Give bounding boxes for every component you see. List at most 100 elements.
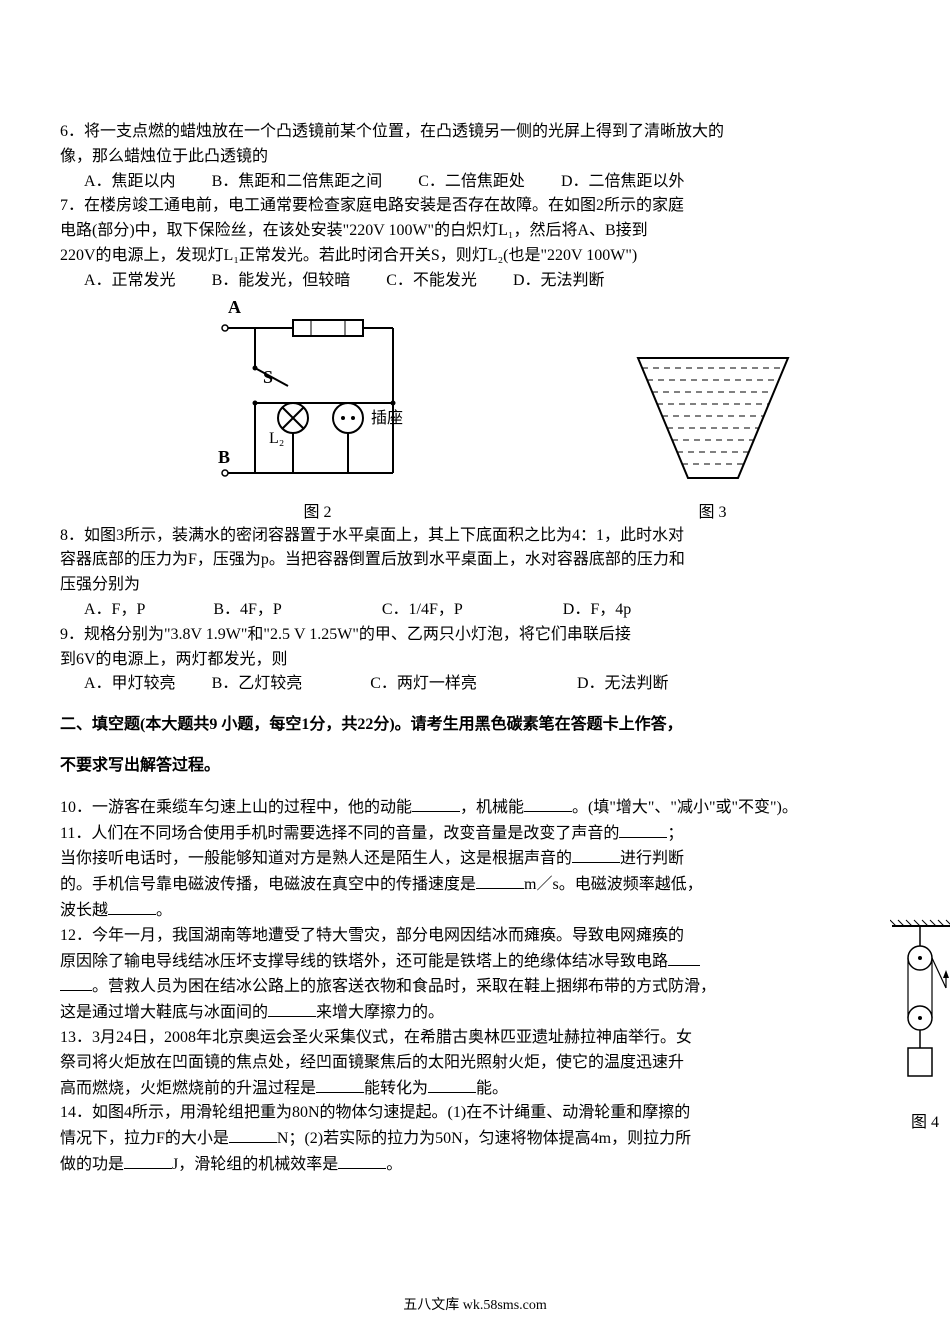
svg-text:S: S — [263, 367, 273, 387]
q6-option-b: B．焦距和二倍焦距之间 — [212, 170, 383, 195]
page: 6．将一支点燃的蜡烛放在一个凸透镜前某个位置，在凸透镜另一侧的光屏上得到了清晰放… — [0, 0, 950, 1344]
q9-option-b: B．乙灯较亮 — [212, 672, 303, 697]
q11-line3: 的。手机信号靠电磁波传播，电磁波在真空中的传播速度是 m／s。电磁波频率越低， — [60, 872, 890, 898]
q14-blank2 — [124, 1152, 172, 1169]
footer: 五八文库 wk.58sms.com — [0, 1294, 950, 1314]
q9-options: A．甲灯较亮 B．乙灯较亮 C．两灯一样亮 D．无法判断 — [60, 672, 890, 697]
figure-2-svg: A S — [193, 298, 443, 498]
q6-option-d: D．二倍焦距以外 — [561, 170, 685, 195]
figure-3-svg — [628, 348, 798, 498]
q9-option-d: D．无法判断 — [577, 672, 669, 697]
q8-option-c: C．1/4F，P — [382, 598, 463, 623]
q8-options: A．F，P B．4F，P C．1/4F，P D．F，4p — [60, 598, 890, 623]
q9-line2: 到6V的电源上，两灯都发光，则 — [60, 648, 890, 673]
q12-line4: 这是通过增大鞋底与冰面间的 来增大摩擦力的。 — [60, 1000, 890, 1026]
q11-blank4 — [108, 898, 156, 915]
section2-line2: 不要求写出解答过程。 — [60, 754, 890, 779]
q12-blank1b — [60, 974, 92, 991]
q6-option-a: A．焦距以内 — [84, 170, 176, 195]
q11-l2-pre: 当你接听电话时，一般能够知道对方是熟人还是陌生人，这是根据声音的 — [60, 850, 572, 867]
q6-stem-line1: 6．将一支点燃的蜡烛放在一个凸透镜前某个位置，在凸透镜另一侧的光屏上得到了清晰放… — [60, 120, 890, 145]
q13-l3-mid: 能转化为 — [364, 1080, 428, 1097]
section2-line1: 二、填空题(本大题共9 小题，每空1分，共22分)。请考生用黑色碳素笔在答题卡上… — [60, 713, 890, 738]
q8-line2: 容器底部的压力为F，压强为p。当把容器倒置后放到水平桌面上，水对容器底部的压力和 — [60, 548, 890, 573]
figure-4: F 图 4 — [890, 918, 950, 1132]
q7-option-a: A．正常发光 — [84, 269, 176, 294]
q11-blank1 — [619, 821, 667, 838]
svg-text:插座: 插座 — [371, 409, 403, 427]
q7-option-c: C．不能发光 — [386, 269, 477, 294]
q8-line3: 压强分别为 — [60, 573, 890, 598]
q12-l3-mid: 。营救人员为困在结冰公路上的旅客送衣物和食品时，采取在鞋上捆绑布带的方式防滑， — [92, 978, 716, 995]
q13-blank2 — [428, 1076, 476, 1093]
q14-line3: 做的功是 J，滑轮组的机械效率是 。 — [60, 1152, 890, 1178]
q11-l1-post: ； — [667, 825, 683, 842]
svg-text:A: A — [228, 298, 241, 317]
figure-2-caption: 图 2 — [193, 498, 443, 522]
q12-line1: 12．今年一月，我国湖南等地遭受了特大雪灾，部分电网因结冰而瘫痪。导致电网瘫痪的 — [60, 924, 890, 949]
q10-post: 。(填"增大"、"减小"或"不变")。 — [572, 799, 798, 816]
figure-4-svg: F — [890, 918, 950, 1108]
q14-l3-mid: J，滑轮组的机械效率是 — [172, 1156, 338, 1173]
q11-l3-pre: 的。手机信号靠电磁波传播，电磁波在真空中的传播速度是 — [60, 876, 476, 893]
figure-4-caption: 图 4 — [890, 1108, 950, 1132]
q11-l4-post: 。 — [156, 902, 172, 919]
q11-line1: 11．人们在不同场合使用手机时需要选择不同的音量，改变音量是改变了声音的 ； — [60, 821, 890, 847]
q11-l1-pre: 11．人们在不同场合使用手机时需要选择不同的音量，改变音量是改变了声音的 — [60, 825, 619, 842]
q6-option-c: C．二倍焦距处 — [418, 170, 525, 195]
q7-line2: 电路(部分)中，取下保险丝，在该处安装"220V 100W"的白炽灯L₁，然后将… — [60, 219, 890, 244]
q10-mid: ，机械能 — [460, 799, 524, 816]
q14-l3-pre: 做的功是 — [60, 1156, 124, 1173]
q14-line1: 14．如图4所示，用滑轮组把重为80N的物体匀速提起。(1)在不计绳重、动滑轮重… — [60, 1101, 890, 1126]
q11-blank3 — [476, 872, 524, 889]
q9-option-a: A．甲灯较亮 — [84, 672, 176, 697]
q11-blank2 — [572, 846, 620, 863]
q13-line1: 13．3月24日，2008年北京奥运会圣火采集仪式，在希腊古奥林匹亚遗址赫拉神庙… — [60, 1026, 890, 1051]
q8-option-a: A．F，P — [84, 598, 145, 623]
q7-options: A．正常发光 B．能发光，但较暗 C．不能发光 D．无法判断 — [60, 269, 890, 294]
q14-blank3 — [338, 1152, 386, 1169]
q14-l2-pre: 情况下，拉力F的大小是 — [60, 1130, 229, 1147]
q13-line2: 祭司将火炬放在凹面镜的焦点处，经凹面镜聚焦后的太阳光照射火炬，使它的温度迅速升 — [60, 1051, 890, 1076]
figures-row: A S — [60, 298, 890, 522]
svg-text:B: B — [218, 447, 230, 467]
q14-l3-post: 。 — [386, 1156, 402, 1173]
q8-option-b: B．4F，P — [213, 598, 281, 623]
q7-option-b: B．能发光，但较暗 — [212, 269, 351, 294]
q12-blank2 — [268, 1000, 316, 1017]
q11-line2: 当你接听电话时，一般能够知道对方是熟人还是陌生人，这是根据声音的 进行判断 — [60, 846, 890, 872]
q7-line1: 7．在楼房竣工通电前，电工通常要检查家庭电路安装是否存在故障。在如图2所示的家庭 — [60, 194, 890, 219]
figure-3-caption: 图 3 — [628, 498, 798, 522]
q12-blank1a — [668, 949, 700, 966]
q10-blank2 — [524, 795, 572, 812]
svg-text:L₂: L₂ — [269, 430, 284, 447]
q13-l3-post: 能。 — [476, 1080, 508, 1097]
q9-option-c: C．两灯一样亮 — [370, 672, 477, 697]
q10: 10．一游客在乘缆车匀速上山的过程中，他的动能 ，机械能 。(填"增大"、"减小"或… — [60, 795, 890, 821]
q13-line3: 高而燃烧，火炬燃烧前的升温过程是 能转化为 能。 — [60, 1076, 890, 1102]
q8-option-d: D．F，4p — [563, 598, 631, 623]
figure-3: 图 3 — [628, 348, 798, 522]
q14-line2: 情况下，拉力F的大小是 N；(2)若实际的拉力为50N，匀速将物体提高4m，则拉力… — [60, 1126, 890, 1152]
q9-line1: 9．规格分别为"3.8V 1.9W"和"2.5 V 1.25W"的甲、乙两只小灯… — [60, 623, 890, 648]
q11-l4-pre: 波长越 — [60, 902, 108, 919]
q8-line1: 8．如图3所示，装满水的密闭容器置于水平桌面上，其上下底面积之比为4：1，此时水… — [60, 524, 890, 549]
q11-l2-post: 进行判断 — [620, 850, 684, 867]
q12-l2-pre: 原因除了输电导线结冰压坏支撑导线的铁塔外，还可能是铁塔上的绝缘体结冰导致电路 — [60, 953, 668, 970]
q7-line3: 220V的电源上，发现灯L₁正常发光。若此时闭合开关S，则灯L₂(也是"220V… — [60, 244, 890, 269]
q10-blank1 — [412, 795, 460, 812]
q14-l2-post: N；(2)若实际的拉力为50N，匀速将物体提高4m，则拉力所 — [277, 1130, 691, 1147]
q11-l3-post: m／s。电磁波频率越低， — [524, 876, 703, 893]
q7-option-d: D．无法判断 — [513, 269, 605, 294]
q12-l4-post: 来增大摩擦力的。 — [316, 1004, 444, 1021]
q12-l4-pre: 这是通过增大鞋底与冰面间的 — [60, 1004, 268, 1021]
q13-l3-pre: 高而燃烧，火炬燃烧前的升温过程是 — [60, 1080, 316, 1097]
q6-stem-line2: 像，那么蜡烛位于此凸透镜的 — [60, 145, 890, 170]
q10-pre: 10．一游客在乘缆车匀速上山的过程中，他的动能 — [60, 799, 412, 816]
q6-options: A．焦距以内 B．焦距和二倍焦距之间 C．二倍焦距处 D．二倍焦距以外 — [60, 170, 890, 195]
q14-blank1 — [229, 1126, 277, 1143]
q12-line2: 原因除了输电导线结冰压坏支撑导线的铁塔外，还可能是铁塔上的绝缘体结冰导致电路 — [60, 949, 890, 975]
q13-blank1 — [316, 1076, 364, 1093]
q12-line3: 。营救人员为困在结冰公路上的旅客送衣物和食品时，采取在鞋上捆绑布带的方式防滑， — [60, 974, 890, 1000]
q11-line4: 波长越 。 — [60, 898, 890, 924]
